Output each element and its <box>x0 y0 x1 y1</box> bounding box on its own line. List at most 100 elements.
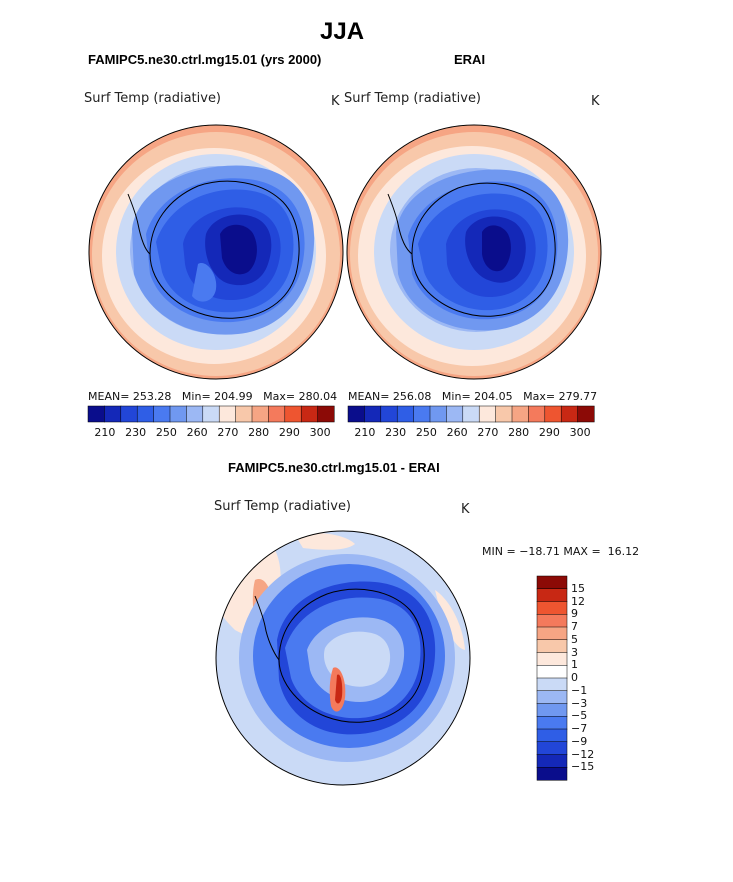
obs-colorbar-tick-label: 290 <box>538 426 560 439</box>
model-colorbar-swatch <box>300 405 319 423</box>
model-colorbar-tick-label: 250 <box>155 426 177 439</box>
diff-warm-ross-core <box>335 674 343 704</box>
obs-colorbar-tick-label: 250 <box>415 426 437 439</box>
obs-units: K <box>591 94 600 109</box>
model-min-label: Min= <box>181 390 211 403</box>
model-colorbar-tick-label: 280 <box>248 426 270 439</box>
model-colorbar-tick-label: 230 <box>125 426 147 439</box>
diff-colorbar-swatch <box>536 703 568 717</box>
model-max-value: 280.04 <box>298 390 338 403</box>
model-coastline <box>149 180 300 319</box>
diff-colorbar-ticks: 15 12 9 7 5 3 1 0 −1 −3 −5 −7 −9 −12 −15 <box>571 576 611 780</box>
diff-colorbar-tick-label: −3 <box>571 696 588 710</box>
obs-min-label: Min= <box>441 390 471 403</box>
model-colorbar-swatch <box>153 405 171 423</box>
diff-colorbar-swatch <box>536 754 568 768</box>
obs-colorbar-swatch <box>380 405 398 423</box>
model-ross-ice-shelf <box>192 263 217 302</box>
obs-colorbar-swatch <box>413 405 431 423</box>
model-colorbar-swatch <box>87 405 105 423</box>
obs-panel-subtitle: ERAI <box>454 52 486 67</box>
obs-colorbar-swatch <box>544 405 562 423</box>
diff-colorbar-tick-label: −15 <box>571 760 595 774</box>
page-title: JJA <box>320 18 365 45</box>
obs-colorbar-tick-label: 230 <box>385 426 407 439</box>
diff-colorbar-tick-label: 1 <box>571 658 578 672</box>
obs-colorbar-swatch <box>478 405 497 423</box>
diff-colorbar-tick-label: 0 <box>571 671 578 684</box>
diff-colorbar-swatch <box>536 614 568 628</box>
obs-max-label: Max= <box>523 390 556 403</box>
diff-colorbar-swatch <box>536 690 568 705</box>
obs-plot-label: Surf Temp (radiative) <box>344 91 482 106</box>
model-colorbar-swatch <box>268 405 286 423</box>
obs-polar-map <box>346 124 602 380</box>
obs-stats: MEAN= 256.08 Min= 204.05 Max= 279.77 <box>348 390 597 403</box>
diff-colorbar-swatch <box>536 716 568 730</box>
model-colorbar-swatch <box>284 405 302 423</box>
obs-colorbar-tick-label: 260 <box>446 426 468 439</box>
diff-max-value: 16.12 <box>607 545 640 558</box>
diff-colorbar-tick-label: 7 <box>571 620 578 633</box>
diff-min-label: MIN = <box>482 545 516 558</box>
obs-colorbar-swatch <box>560 405 579 423</box>
model-colorbar-swatch <box>136 405 155 423</box>
model-colorbar-ticks: 210 230 250 260 270 280 290 300 <box>88 426 334 440</box>
diff-colorbar-swatch <box>536 575 568 590</box>
model-colorbar-tick-label: 300 <box>309 426 331 439</box>
model-colorbar-swatch <box>169 405 187 423</box>
diff-colorbar-swatch <box>536 728 568 743</box>
obs-colorbar-tick-label: 210 <box>354 426 376 439</box>
diff-colorbar-swatch <box>536 626 568 641</box>
obs-colorbar-swatch <box>511 405 529 423</box>
obs-colorbar-swatch <box>577 405 595 423</box>
diff-colorbar-tick-label: −5 <box>571 709 588 723</box>
diff-colorbar-tick-label: −1 <box>571 683 588 697</box>
diff-colorbar <box>536 575 568 781</box>
diff-plot-label: Surf Temp (radiative) <box>214 499 352 514</box>
diff-colorbar-tick-label: 3 <box>571 645 578 659</box>
diff-panel-subtitle: FAMIPC5.ne30.ctrl.mg15.01 - ERAI <box>228 460 440 475</box>
model-colorbar-swatch <box>251 405 269 423</box>
obs-colorbar-swatch <box>364 405 382 423</box>
obs-colorbar-swatch <box>396 405 415 423</box>
diff-polar-map <box>215 530 471 786</box>
model-peninsula <box>127 193 151 255</box>
model-colorbar-swatch <box>120 405 138 423</box>
obs-coastline <box>411 182 556 317</box>
model-colorbar-swatch <box>235 405 253 423</box>
model-plot-label: Surf Temp (radiative) <box>84 91 222 106</box>
obs-colorbar <box>347 405 595 423</box>
obs-colorbar-swatch <box>462 405 480 423</box>
obs-colorbar-swatch <box>429 405 447 423</box>
model-mean-value: 253.28 <box>132 390 172 403</box>
diff-colorbar-swatch <box>536 665 568 679</box>
obs-colorbar-swatch <box>347 405 365 423</box>
obs-colorbar-tick-label: 300 <box>569 426 591 439</box>
obs-max-value: 279.77 <box>558 390 598 403</box>
model-colorbar-swatch <box>218 405 237 423</box>
diff-colorbar-swatch <box>536 601 568 615</box>
diff-colorbar-tick-label: 9 <box>571 607 578 621</box>
diff-colorbar-swatch <box>536 767 568 781</box>
diff-colorbar-swatch <box>536 639 568 654</box>
model-colorbar-swatch <box>104 405 122 423</box>
diff-warm-patch-east <box>435 590 465 650</box>
diff-colorbar-tick-label: 15 <box>571 581 585 595</box>
diff-colorbar-swatch <box>536 677 568 692</box>
model-colorbar-tick-label: 260 <box>186 426 208 439</box>
model-colorbar-tick-label: 290 <box>278 426 300 439</box>
obs-colorbar-swatch <box>495 405 513 423</box>
obs-colorbar-ticks: 210 230 250 260 270 280 290 300 <box>348 426 594 440</box>
diff-colorbar-tick-label: −12 <box>571 747 595 761</box>
obs-colorbar-swatch <box>528 405 546 423</box>
diff-coastline <box>278 588 425 723</box>
diff-colorbar-tick-label: −9 <box>571 734 588 748</box>
model-colorbar <box>87 405 335 423</box>
diff-colorbar-swatch <box>536 652 568 666</box>
obs-min-value: 204.05 <box>474 390 513 403</box>
model-polar-map <box>88 124 344 380</box>
model-colorbar-swatch <box>202 405 220 423</box>
model-mean-label: MEAN= <box>88 390 130 403</box>
diff-max-label: MAX = <box>563 545 601 558</box>
